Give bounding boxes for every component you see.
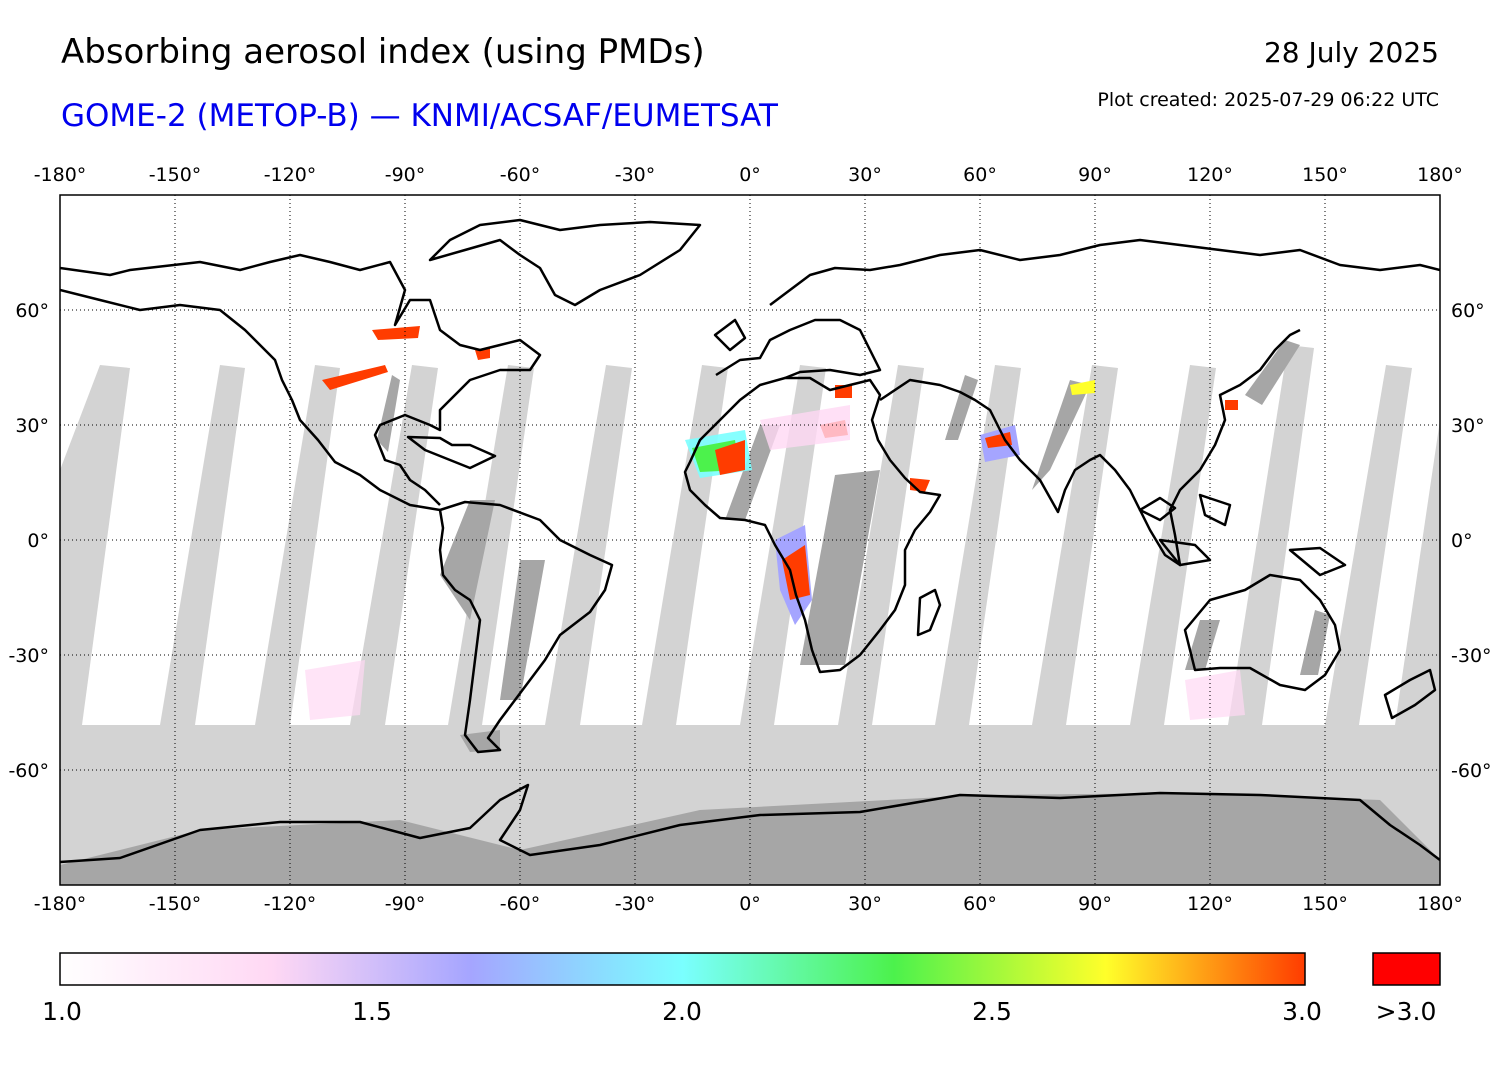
lon-label: 120°	[1187, 164, 1233, 186]
lon-label: 90°	[1078, 164, 1112, 186]
lat-label: 0°	[27, 530, 49, 552]
lon-label: -120°	[264, 893, 317, 915]
lat-label: -60°	[1451, 760, 1492, 782]
lon-label: -180°	[34, 164, 87, 186]
lon-labels-top: -180° -150° -120° -90° -60° -30° 0° 30° …	[34, 164, 1463, 186]
lon-label: 30°	[848, 893, 882, 915]
map-frame	[59, 194, 1441, 886]
plot-subtitle: GOME-2 (METOP-B) — KNMI/ACSAF/EUMETSAT	[61, 98, 778, 134]
lon-label: -180°	[34, 893, 87, 915]
lon-label: 180°	[1417, 893, 1463, 915]
plot-date: 28 July 2025	[1263, 36, 1439, 69]
lat-labels-right: 60° 30° 0° -30° -60°	[1451, 300, 1492, 782]
lon-labels-bottom: -180° -150° -120° -90° -60° -30° 0° 30° …	[34, 893, 1463, 915]
lat-label: 60°	[15, 300, 49, 322]
lon-label: -60°	[500, 893, 541, 915]
lat-label: 30°	[1451, 415, 1485, 437]
lat-labels-left: 60° 30° 0° -30° -60°	[8, 300, 49, 782]
plot-title: Absorbing aerosol index (using PMDs)	[61, 32, 705, 72]
lon-label: -120°	[264, 164, 317, 186]
lon-label: -90°	[385, 164, 426, 186]
lon-label: -90°	[385, 893, 426, 915]
lon-label: 120°	[1187, 893, 1233, 915]
lon-label: 180°	[1417, 164, 1463, 186]
lat-label: -30°	[1451, 645, 1492, 667]
lon-label: 30°	[848, 164, 882, 186]
lat-label: 30°	[15, 415, 49, 437]
plot-created-timestamp: Plot created: 2025-07-29 06:22 UTC	[1097, 89, 1439, 111]
coastlines	[60, 218, 1440, 864]
colorbar-ticks: 1.0 1.5 2.0 2.5 3.0 >3.0	[42, 997, 1436, 1026]
colorbar-tick-label: 1.5	[352, 997, 392, 1026]
lon-label: 60°	[963, 164, 997, 186]
aerosol-hotspots	[305, 326, 1245, 720]
lon-label: -150°	[149, 893, 202, 915]
colorbar-tick-label: 2.0	[662, 997, 702, 1026]
lat-label: 60°	[1451, 300, 1485, 322]
lon-label: 60°	[963, 893, 997, 915]
colorbar-over-label: >3.0	[1376, 997, 1437, 1026]
graticule	[60, 195, 1440, 885]
lon-label: 0°	[739, 164, 761, 186]
colorbar	[59, 952, 1306, 986]
lon-label: -60°	[500, 164, 541, 186]
lon-label: -150°	[149, 164, 202, 186]
colorbar-tick-label: 1.0	[42, 997, 82, 1026]
colorbar-over-swatch	[1372, 952, 1441, 986]
lon-label: 90°	[1078, 893, 1112, 915]
lat-label: -30°	[8, 645, 49, 667]
lon-label: 150°	[1302, 164, 1348, 186]
lon-label: 0°	[739, 893, 761, 915]
lon-label: -30°	[615, 164, 656, 186]
map-panel	[60, 195, 1440, 885]
colorbar-tick-label: 2.5	[972, 997, 1012, 1026]
lon-label: 150°	[1302, 893, 1348, 915]
lat-label: -60°	[8, 760, 49, 782]
lon-label: -30°	[615, 893, 656, 915]
colorbar-tick-label: 3.0	[1282, 997, 1322, 1026]
lat-label: 0°	[1451, 530, 1473, 552]
